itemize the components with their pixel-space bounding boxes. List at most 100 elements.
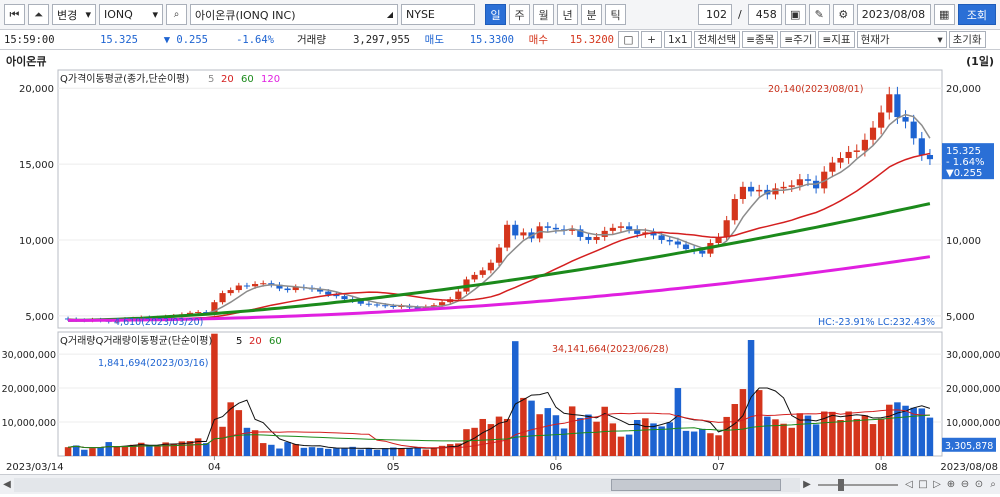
volume-bar xyxy=(455,443,462,456)
plus-button[interactable]: + xyxy=(641,31,662,48)
candle-body xyxy=(756,189,763,192)
magnifier-icon[interactable]: ⌕ xyxy=(990,479,996,490)
volume-bar xyxy=(755,390,763,456)
scroll-track[interactable] xyxy=(14,477,800,492)
quote-bar: 15:59:00 15.325 ▼ 0.255 -1.64% 거래량 3,297… xyxy=(0,30,1000,50)
change-dropdown[interactable]: 변경 ▾ xyxy=(52,4,96,25)
volume-legend-title: Q거래량Q거래량이동평균(단순이평) xyxy=(60,335,212,347)
volume-bar xyxy=(650,423,657,456)
period-minute-tab[interactable]: 분 xyxy=(581,4,602,25)
volume-bar xyxy=(203,443,210,456)
candle-body xyxy=(902,117,909,122)
checkbox-toggle[interactable]: □ xyxy=(618,31,639,48)
scroll-right-icon[interactable]: ▶ xyxy=(803,479,811,490)
stop-icon[interactable]: □ xyxy=(918,479,928,490)
prev-record-button[interactable]: ⏶ xyxy=(28,4,49,25)
settings-icon[interactable]: ⚙ xyxy=(832,4,854,25)
volume-bar xyxy=(568,406,576,456)
select-all-button[interactable]: 전체선택 xyxy=(693,31,741,48)
candle-body xyxy=(609,227,616,231)
volume-bar xyxy=(577,417,584,456)
candle-body xyxy=(520,232,527,236)
volume-bar xyxy=(438,445,446,456)
price-y-tick-label: 20,000 xyxy=(19,84,54,95)
period-tick-tab[interactable]: 틱 xyxy=(605,4,626,25)
first-record-button[interactable]: ⏮ xyxy=(4,4,25,25)
stock-name-field: 아이온큐(IONQ INC) ◢ xyxy=(190,4,398,25)
volume-bar xyxy=(406,447,413,456)
price-type-value: 현재가 xyxy=(860,34,890,46)
volume-bar xyxy=(715,435,722,456)
calendar-icon[interactable]: ▦ xyxy=(933,4,955,25)
period-month-tab[interactable]: 월 xyxy=(533,4,554,25)
volume-bar xyxy=(560,428,568,456)
search-icon[interactable]: ⌕ xyxy=(166,4,187,25)
price-type-dropdown[interactable]: 현재가 ▾ xyxy=(856,31,947,48)
period-year-tab[interactable]: 년 xyxy=(557,4,578,25)
chart-area[interactable]: 5,0005,00010,00010,00015,00015,00020,000… xyxy=(0,54,1000,474)
candle-body xyxy=(650,232,657,236)
volume-bar xyxy=(430,447,438,456)
candle-body xyxy=(910,121,917,139)
volume-bar xyxy=(251,430,259,456)
volume-bar xyxy=(495,416,503,456)
volume-y-tick-label-right: 10,000,000 xyxy=(946,418,1000,429)
symbol-input[interactable]: IONQ ▾ xyxy=(99,4,163,25)
candle-body xyxy=(186,312,194,315)
candle-body xyxy=(837,158,844,163)
volume-bar xyxy=(739,389,747,456)
period-day-tab[interactable]: 일 xyxy=(485,4,506,25)
panel-period: (1일) xyxy=(966,54,994,68)
indicator-button[interactable]: ≡지표 xyxy=(818,31,855,48)
candle-body xyxy=(536,226,543,239)
hc-lc-annotation: HC:-23.91% LC:232.43% xyxy=(818,317,935,328)
count-input[interactable]: 102 xyxy=(698,4,733,25)
last-change-text: ▼0.255 xyxy=(946,168,982,179)
price-legend-item: 60 xyxy=(241,74,254,85)
bid-label: 매수 xyxy=(528,34,548,46)
x-axis-label: 05 xyxy=(387,462,400,473)
quote-change-pct: -1.64% xyxy=(236,33,274,46)
volume-bar xyxy=(723,416,730,456)
cycle-button[interactable]: ≡주기 xyxy=(780,31,817,48)
candle-body xyxy=(455,291,462,300)
volume-bar xyxy=(422,449,430,456)
save-icon[interactable]: ▣ xyxy=(784,4,806,25)
volume-bar xyxy=(373,449,381,456)
volume-bar xyxy=(902,405,909,456)
volume-bar xyxy=(617,436,625,456)
scroll-left-icon[interactable]: ◀ xyxy=(3,479,11,490)
candle-body xyxy=(626,226,633,230)
volume-bar xyxy=(121,446,129,456)
candle-body xyxy=(430,305,438,307)
candle-body xyxy=(666,239,673,242)
pen-icon[interactable]: ✎ xyxy=(808,4,830,25)
price-legend-title: Q가격이동평균(종가,단순이평) xyxy=(60,72,189,85)
volume-bar xyxy=(479,418,486,456)
query-button[interactable]: 조회 xyxy=(957,4,996,25)
period-week-tab[interactable]: 주 xyxy=(509,4,530,25)
candle-body xyxy=(195,312,202,314)
scroll-thumb[interactable] xyxy=(611,478,781,491)
prev-icon[interactable]: ◁ xyxy=(905,479,913,490)
zoom-out-icon[interactable]: ⊖ xyxy=(960,479,970,490)
low-annotation: 4,610(2023/03/20) xyxy=(114,317,203,328)
chart-scrollbar[interactable]: ◀ ▶ ◁ □ ▷ ⊕ ⊖ ⊙ ⌕ xyxy=(0,474,1000,494)
x-axis-label: 2023/03/14 xyxy=(6,462,64,473)
zoom-in-icon[interactable]: ⊕ xyxy=(946,479,956,490)
date-input[interactable]: 2023/08/08 xyxy=(856,4,931,25)
zoom-reset-icon[interactable]: ⊙ xyxy=(974,479,984,490)
volume-bar xyxy=(284,442,291,456)
next-icon[interactable]: ▷ xyxy=(933,479,941,490)
reset-button[interactable]: 초기화 xyxy=(948,31,986,48)
candle-body xyxy=(382,305,389,307)
candle-body xyxy=(219,293,226,303)
candle-body xyxy=(878,112,885,128)
candle-body xyxy=(845,151,852,159)
item-button[interactable]: ≡종목 xyxy=(742,31,779,48)
volume-bar xyxy=(97,447,104,456)
ratio-button[interactable]: 1x1 xyxy=(664,31,692,48)
volume-legend-item: 20 xyxy=(249,336,262,347)
price-y-tick-label: 5,000 xyxy=(25,312,54,323)
zoom-slider[interactable] xyxy=(818,478,898,492)
